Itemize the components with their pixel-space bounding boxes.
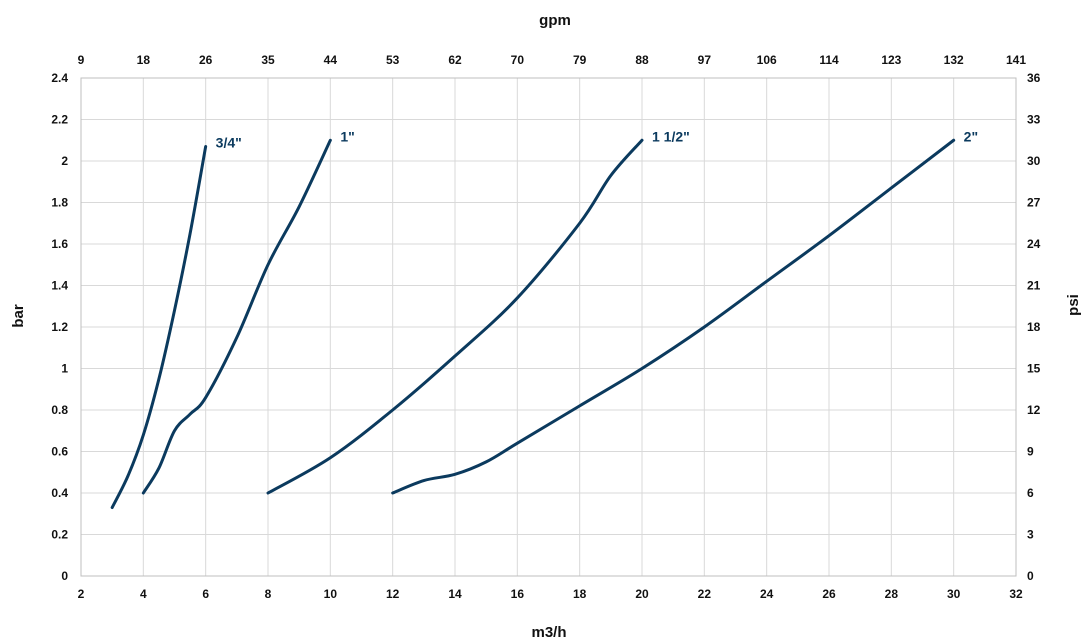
y-tick-label: 1.6	[51, 237, 68, 251]
x-tick-label: 2	[78, 587, 85, 601]
y-axis-title: bar	[10, 304, 27, 328]
right-tick-label: 9	[1027, 445, 1034, 459]
y-tick-label: 2.4	[51, 71, 68, 85]
y-tick-label: 0.8	[51, 403, 68, 417]
x-tick-label: 14	[448, 587, 462, 601]
top-tick-label: 123	[881, 53, 901, 67]
right-tick-label: 21	[1027, 279, 1041, 293]
series-labels: 3/4" 1" 1 1/2" 2"	[216, 128, 978, 150]
series-line	[391, 138, 956, 495]
x-tick-label: 20	[635, 587, 649, 601]
right-tick-label: 18	[1027, 320, 1041, 334]
y-tick-label: 0	[61, 569, 68, 583]
x-tick-label: 8	[265, 587, 272, 601]
y-tick-label: 0.6	[51, 445, 68, 459]
x-tick-label: 28	[885, 587, 899, 601]
top-tick-label: 106	[757, 53, 777, 67]
x-tick-label: 4	[140, 587, 147, 601]
y-tick-label: 2	[61, 154, 68, 168]
right-tick-label: 27	[1027, 196, 1041, 210]
y-tick-label: 2.2	[51, 113, 68, 127]
series-line	[141, 138, 332, 495]
y-axis-ticks: 0 0.2 0.4 0.6 0.8 1 1.2 1.4 1.6 1.8 2 2.2 2.4	[51, 71, 68, 583]
top-tick-label: 26	[199, 53, 213, 67]
y-tick-label: 1	[61, 362, 68, 376]
top-tick-label: 62	[448, 53, 462, 67]
x-tick-label: 12	[386, 587, 400, 601]
gridlines	[80, 77, 1017, 577]
top-tick-label: 132	[944, 53, 964, 67]
series-label: 3/4"	[216, 134, 242, 150]
plot-frame	[80, 77, 1017, 577]
series-label: 1 1/2"	[652, 128, 690, 144]
x-tick-label: 16	[511, 587, 525, 601]
series-lines	[110, 138, 956, 510]
top-tick-label: 18	[137, 53, 151, 67]
right-tick-label: 15	[1027, 362, 1041, 376]
y-tick-label: 0.2	[51, 528, 68, 542]
x-tick-label: 10	[324, 587, 338, 601]
right-tick-label: 24	[1027, 237, 1041, 251]
top-tick-label: 79	[573, 53, 587, 67]
series-label: 1"	[340, 128, 354, 144]
top-tick-label: 35	[261, 53, 275, 67]
top-tick-label: 88	[635, 53, 649, 67]
series-label: 2"	[964, 128, 978, 144]
right-tick-label: 3	[1027, 528, 1034, 542]
right-tick-label: 0	[1027, 569, 1034, 583]
y-tick-label: 1.8	[51, 196, 68, 210]
top-tick-label: 9	[78, 53, 85, 67]
x-tick-label: 32	[1009, 587, 1023, 601]
top-axis-title: gpm	[539, 12, 571, 29]
right-tick-label: 12	[1027, 403, 1041, 417]
x-tick-label: 24	[760, 587, 774, 601]
top-tick-label: 53	[386, 53, 400, 67]
right-axis-title: psi	[1065, 294, 1082, 316]
top-tick-label: 141	[1006, 53, 1026, 67]
y-tick-label: 0.4	[51, 486, 68, 500]
x-tick-label: 18	[573, 587, 587, 601]
top-tick-label: 44	[324, 53, 338, 67]
x-axis-title: m3/h	[531, 624, 566, 641]
x-tick-label: 6	[202, 587, 209, 601]
x-tick-label: 22	[698, 587, 712, 601]
right-tick-label: 36	[1027, 71, 1041, 85]
right-tick-label: 33	[1027, 113, 1041, 127]
top-tick-label: 114	[819, 53, 839, 67]
top-tick-label: 70	[511, 53, 525, 67]
top-tick-label: 97	[698, 53, 712, 67]
y-tick-label: 1.4	[51, 279, 68, 293]
x-tick-label: 26	[822, 587, 836, 601]
right-tick-label: 30	[1027, 154, 1041, 168]
x-axis-ticks: 2 4 6 8 10 12 14 16 18 20 22 24 26 28 30 32	[78, 587, 1023, 601]
y-tick-label: 1.2	[51, 320, 68, 334]
series-line	[266, 138, 644, 495]
series-line	[110, 144, 208, 510]
right-tick-label: 6	[1027, 486, 1034, 500]
x-tick-label: 30	[947, 587, 961, 601]
top-axis-ticks: 9 18 26 35 44 53 62 70 79 88 97 106 114 123 132 141	[78, 53, 1027, 67]
